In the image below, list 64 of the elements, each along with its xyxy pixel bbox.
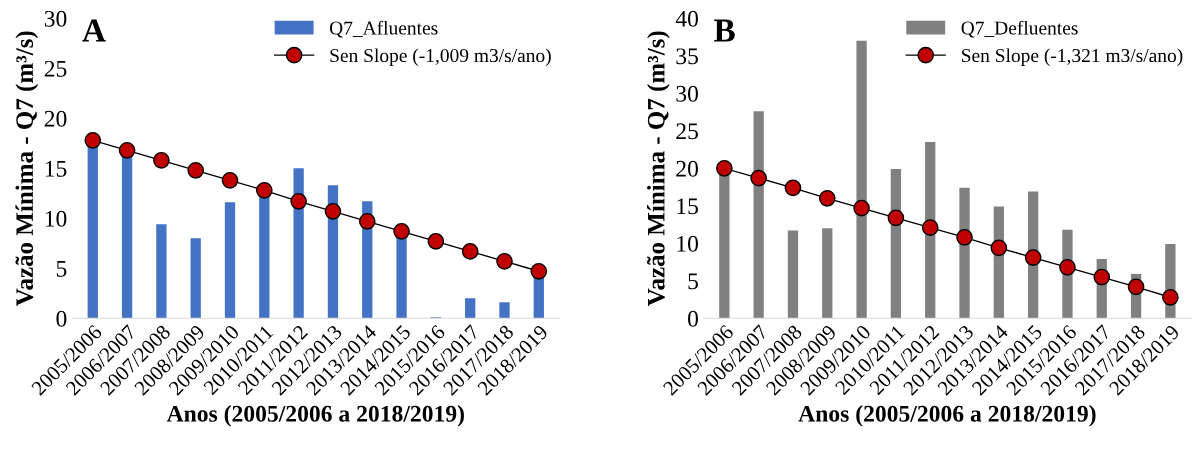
point bbox=[324, 202, 342, 220]
point bbox=[393, 222, 410, 240]
bar bbox=[499, 302, 510, 319]
point bbox=[461, 242, 479, 260]
y-tick-label: 30 bbox=[676, 85, 698, 102]
y-tick-label: 15 bbox=[45, 160, 67, 177]
bar bbox=[465, 298, 476, 319]
y-axis-title: Vazão Mínima - Q7 (m³/s) bbox=[647, 31, 670, 307]
point bbox=[887, 209, 905, 227]
point bbox=[853, 199, 870, 217]
y-tick-label: 30 bbox=[44, 10, 67, 27]
y-tick-label: 20 bbox=[44, 110, 67, 127]
y-tick-label: 25 bbox=[44, 60, 67, 77]
bar bbox=[787, 230, 799, 319]
point bbox=[427, 232, 445, 250]
bar bbox=[156, 224, 167, 319]
x-axis-title: Anos (2005/2006 a 2018/2019) bbox=[166, 405, 464, 427]
point bbox=[990, 239, 1008, 257]
legend-label: Sen Slope (-1,009 m3/s/ano) bbox=[330, 48, 551, 67]
point bbox=[530, 262, 548, 280]
point bbox=[1127, 278, 1145, 296]
bar bbox=[293, 168, 304, 319]
y-tick-label: 40 bbox=[675, 10, 698, 27]
bar bbox=[856, 40, 867, 319]
point bbox=[84, 131, 102, 149]
legend-label: Q7_Afluentes bbox=[329, 20, 438, 38]
x-axis-title: Anos (2005/2006 a 2018/2019) bbox=[798, 405, 1096, 427]
y-tick-label: 20 bbox=[676, 160, 698, 177]
point bbox=[1093, 268, 1111, 286]
point bbox=[358, 212, 376, 230]
y-tick-label: 0 bbox=[56, 310, 67, 327]
point bbox=[1024, 249, 1042, 266]
point bbox=[290, 192, 307, 210]
y-axis-title: Vazão Mínima - Q7 (m³/s) bbox=[15, 31, 39, 307]
bar bbox=[190, 238, 201, 319]
point bbox=[118, 141, 136, 159]
y-tick-label: 10 bbox=[677, 235, 698, 252]
legend-label: Q7_Defluentes bbox=[961, 20, 1078, 38]
y-tick-label: 0 bbox=[687, 310, 698, 327]
bar bbox=[224, 202, 236, 319]
point bbox=[153, 151, 170, 169]
point bbox=[187, 161, 205, 179]
y-tick-label: 10 bbox=[45, 210, 67, 227]
y-tick-label: 5 bbox=[688, 273, 698, 290]
bar bbox=[822, 228, 833, 319]
point bbox=[956, 228, 973, 246]
y-tick-label: 35 bbox=[676, 48, 698, 65]
point bbox=[1162, 288, 1179, 306]
point bbox=[255, 181, 273, 199]
point bbox=[750, 169, 767, 187]
point bbox=[784, 179, 802, 197]
point bbox=[221, 171, 239, 189]
y-tick-label: 5 bbox=[56, 261, 67, 277]
legend-label: Sen Slope (-1,321 m3/s/ano) bbox=[962, 48, 1183, 67]
y-tick-label: 25 bbox=[676, 123, 698, 140]
bar bbox=[753, 111, 764, 319]
point bbox=[716, 159, 733, 177]
point bbox=[496, 252, 513, 270]
chart-title: A bbox=[82, 19, 106, 42]
point bbox=[818, 189, 836, 207]
point bbox=[1059, 258, 1076, 276]
chart-title: B bbox=[714, 19, 735, 42]
point bbox=[921, 219, 939, 236]
y-tick-label: 15 bbox=[677, 198, 698, 215]
